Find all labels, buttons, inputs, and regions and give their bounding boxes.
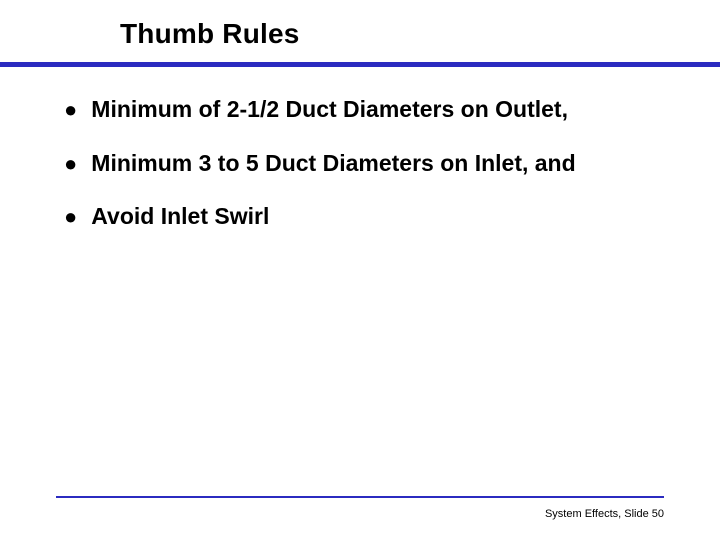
footer-text: System Effects, Slide 50 <box>545 508 664 520</box>
list-item: ● Minimum of 2-1/2 Duct Diameters on Out… <box>64 95 656 125</box>
bullet-list: ● Minimum of 2-1/2 Duct Diameters on Out… <box>64 95 656 232</box>
bullet-text: Avoid Inlet Swirl <box>91 202 656 231</box>
bullet-icon: ● <box>64 203 77 232</box>
slide-title: Thumb Rules <box>120 18 720 50</box>
slide: Thumb Rules ● Minimum of 2-1/2 Duct Diam… <box>0 0 720 540</box>
bullet-text: Minimum 3 to 5 Duct Diameters on Inlet, … <box>91 149 656 178</box>
title-area: Thumb Rules <box>0 0 720 50</box>
list-item: ● Avoid Inlet Swirl <box>64 202 656 232</box>
bullet-icon: ● <box>64 96 77 125</box>
list-item: ● Minimum 3 to 5 Duct Diameters on Inlet… <box>64 149 656 179</box>
bullet-icon: ● <box>64 150 77 179</box>
bullet-text: Minimum of 2-1/2 Duct Diameters on Outle… <box>91 95 656 124</box>
footer-divider <box>56 496 664 498</box>
content-area: ● Minimum of 2-1/2 Duct Diameters on Out… <box>0 67 720 232</box>
